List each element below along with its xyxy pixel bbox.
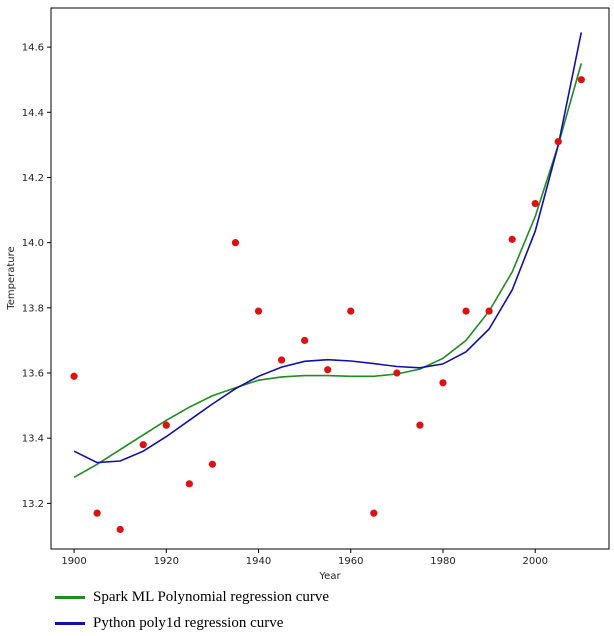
data-point [301, 336, 309, 345]
chart-plot: 1900 1920 1940 1960 1980 2000 13.213.413.613.… [6, 7, 610, 582]
data-point [139, 441, 147, 449]
legend-label-python: Python poly1d regression curve [93, 614, 284, 631]
data-points [70, 76, 585, 534]
data-point [70, 372, 78, 380]
data-point [231, 239, 240, 247]
data-point [508, 235, 516, 243]
x-tick-label: 2000 [522, 556, 547, 567]
data-point [416, 421, 424, 429]
legend-swatch-python [55, 621, 85, 625]
x-tick-label: 1940 [246, 556, 271, 567]
data-point [162, 421, 170, 429]
y-tick-label: 14.4 [22, 108, 44, 119]
y-tick-label: 14.6 [22, 43, 44, 54]
spark-ml-curve [73, 63, 583, 478]
x-tick-label: 1920 [154, 556, 179, 567]
y-axis: 13.2 13.4 13.6 13.8 14.0 14.2 14.4 14.6 [22, 43, 51, 510]
data-point [254, 307, 263, 315]
y-tick-label: 13.8 [22, 303, 44, 314]
x-tick-label: 1960 [338, 556, 363, 567]
x-axis: 1900 1920 1940 1960 1980 2000 [61, 549, 548, 567]
data-point [370, 509, 378, 517]
data-point [347, 307, 355, 315]
x-tick-label: 1900 [61, 556, 86, 567]
data-point [393, 369, 401, 377]
y-tick-label: 13.6 [22, 369, 44, 380]
data-point [485, 307, 493, 315]
x-tick-label: 1980 [430, 556, 455, 567]
python-poly1d-curve [73, 32, 583, 464]
data-point [277, 356, 286, 364]
data-point [531, 199, 539, 208]
legend: Spark ML Polynomial regression curve Pyt… [55, 584, 595, 636]
y-axis-label: Temperature [6, 246, 17, 310]
data-point [93, 509, 101, 517]
x-axis-label: Year [318, 571, 341, 582]
y-tick-label: 14.2 [22, 173, 44, 184]
data-point [577, 76, 585, 84]
data-point [116, 525, 124, 534]
data-point [324, 366, 332, 374]
plot-area [50, 7, 610, 550]
legend-item-python: Python poly1d regression curve [55, 610, 595, 636]
data-point [462, 307, 470, 315]
y-tick-label: 13.4 [22, 434, 44, 445]
y-tick-label: 13.2 [22, 499, 44, 510]
y-tick-label: 14.0 [22, 238, 44, 249]
legend-item-spark: Spark ML Polynomial regression curve [55, 584, 595, 610]
regression-curves [73, 32, 583, 478]
legend-swatch-spark [55, 595, 85, 599]
data-point [439, 379, 447, 387]
data-point [185, 480, 193, 488]
data-point [554, 138, 562, 146]
legend-label-spark: Spark ML Polynomial regression curve [93, 588, 330, 605]
data-point [208, 460, 217, 468]
